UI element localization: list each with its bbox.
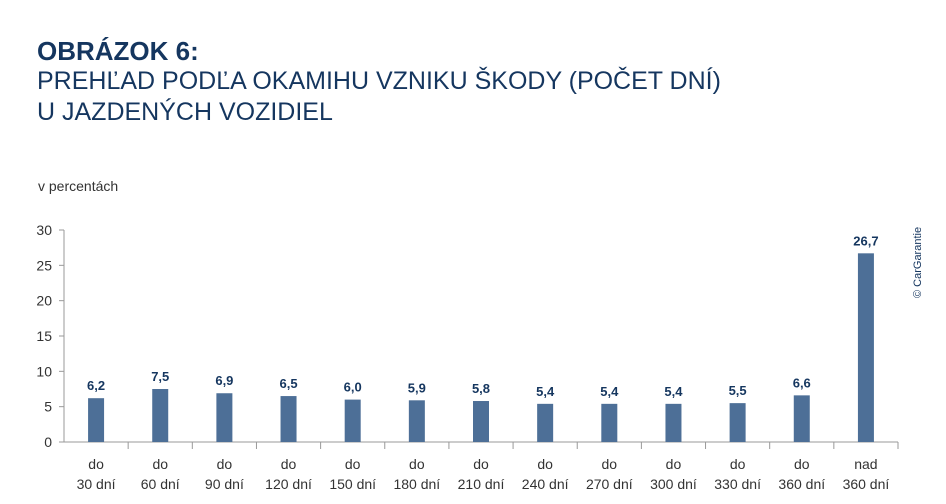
bar-value-label: 5,4 <box>664 384 683 399</box>
x-tick-label: do <box>473 456 489 472</box>
bar-value-label: 6,6 <box>793 375 811 390</box>
x-tick-label: do <box>666 456 682 472</box>
x-tick-label: 360 dní <box>843 476 890 492</box>
bar-value-label: 6,2 <box>87 378 105 393</box>
bar-value-label: 5,9 <box>408 380 426 395</box>
bar <box>729 403 746 442</box>
bar-value-label: 5,4 <box>536 384 555 399</box>
bar <box>665 403 682 442</box>
bar <box>280 396 297 442</box>
x-tick-label: 330 dní <box>714 476 761 492</box>
bar-value-label: 6,0 <box>344 380 362 395</box>
y-tick-label: 20 <box>36 293 52 309</box>
x-tick-label: do <box>409 456 425 472</box>
bar <box>473 401 489 442</box>
y-tick-label: 30 <box>36 222 52 238</box>
y-tick-label: 10 <box>36 363 52 379</box>
y-unit-label: v percentách <box>38 178 119 194</box>
x-tick-label: 270 dní <box>586 476 633 492</box>
x-tick-label: do <box>794 456 810 472</box>
x-tick-label: 150 dní <box>329 476 376 492</box>
y-tick-label: 0 <box>44 434 52 450</box>
x-tick-label: 30 dní <box>77 476 116 492</box>
x-tick-label: 180 dní <box>393 476 440 492</box>
bar-value-label: 7,5 <box>151 369 169 384</box>
bar <box>88 398 105 442</box>
bar-value-label: 5,4 <box>600 384 619 399</box>
y-tick-label: 15 <box>36 328 52 344</box>
bar-value-label: 6,5 <box>279 376 297 391</box>
x-tick-label: do <box>602 456 618 472</box>
x-tick-label: nad <box>854 456 877 472</box>
bar-value-label: 5,8 <box>472 381 490 396</box>
bar <box>793 395 810 442</box>
bar-value-label: 5,5 <box>729 383 747 398</box>
bar <box>857 253 874 442</box>
x-tick-label: do <box>345 456 361 472</box>
x-tick-label: do <box>88 456 104 472</box>
x-tick-label: do <box>537 456 553 472</box>
bar <box>344 399 361 442</box>
chart-title-block: OBRÁZOK 6: PREHĽAD PODĽA OKAMIHU VZNIKU … <box>37 36 721 128</box>
chart-title-line-1: PREHĽAD PODĽA OKAMIHU VZNIKU ŠKODY (POČE… <box>37 67 721 95</box>
bar <box>537 403 554 442</box>
bar-value-label: 6,9 <box>215 373 233 388</box>
x-tick-label: 300 dní <box>650 476 697 492</box>
y-tick-label: 25 <box>36 257 52 273</box>
bar <box>601 403 618 442</box>
x-tick-label: 210 dní <box>458 476 505 492</box>
x-tick-label: do <box>281 456 297 472</box>
x-tick-label: do <box>730 456 746 472</box>
x-tick-label: do <box>152 456 168 472</box>
x-tick-label: do <box>217 456 233 472</box>
x-tick-label: 240 dní <box>522 476 569 492</box>
chart-title-line-2: U JAZDENÝCH VOZIDIEL <box>37 98 333 126</box>
x-tick-label: 120 dní <box>265 476 312 492</box>
x-tick-label: 90 dní <box>205 476 244 492</box>
x-tick-label: 360 dní <box>778 476 825 492</box>
x-tick-label: 60 dní <box>141 476 180 492</box>
figure-number: OBRÁZOK 6: <box>37 36 199 66</box>
y-tick-label: 5 <box>44 399 52 415</box>
bar <box>216 393 233 442</box>
bar <box>408 400 425 442</box>
bar-value-label: 26,7 <box>853 233 878 248</box>
bar <box>152 389 169 442</box>
